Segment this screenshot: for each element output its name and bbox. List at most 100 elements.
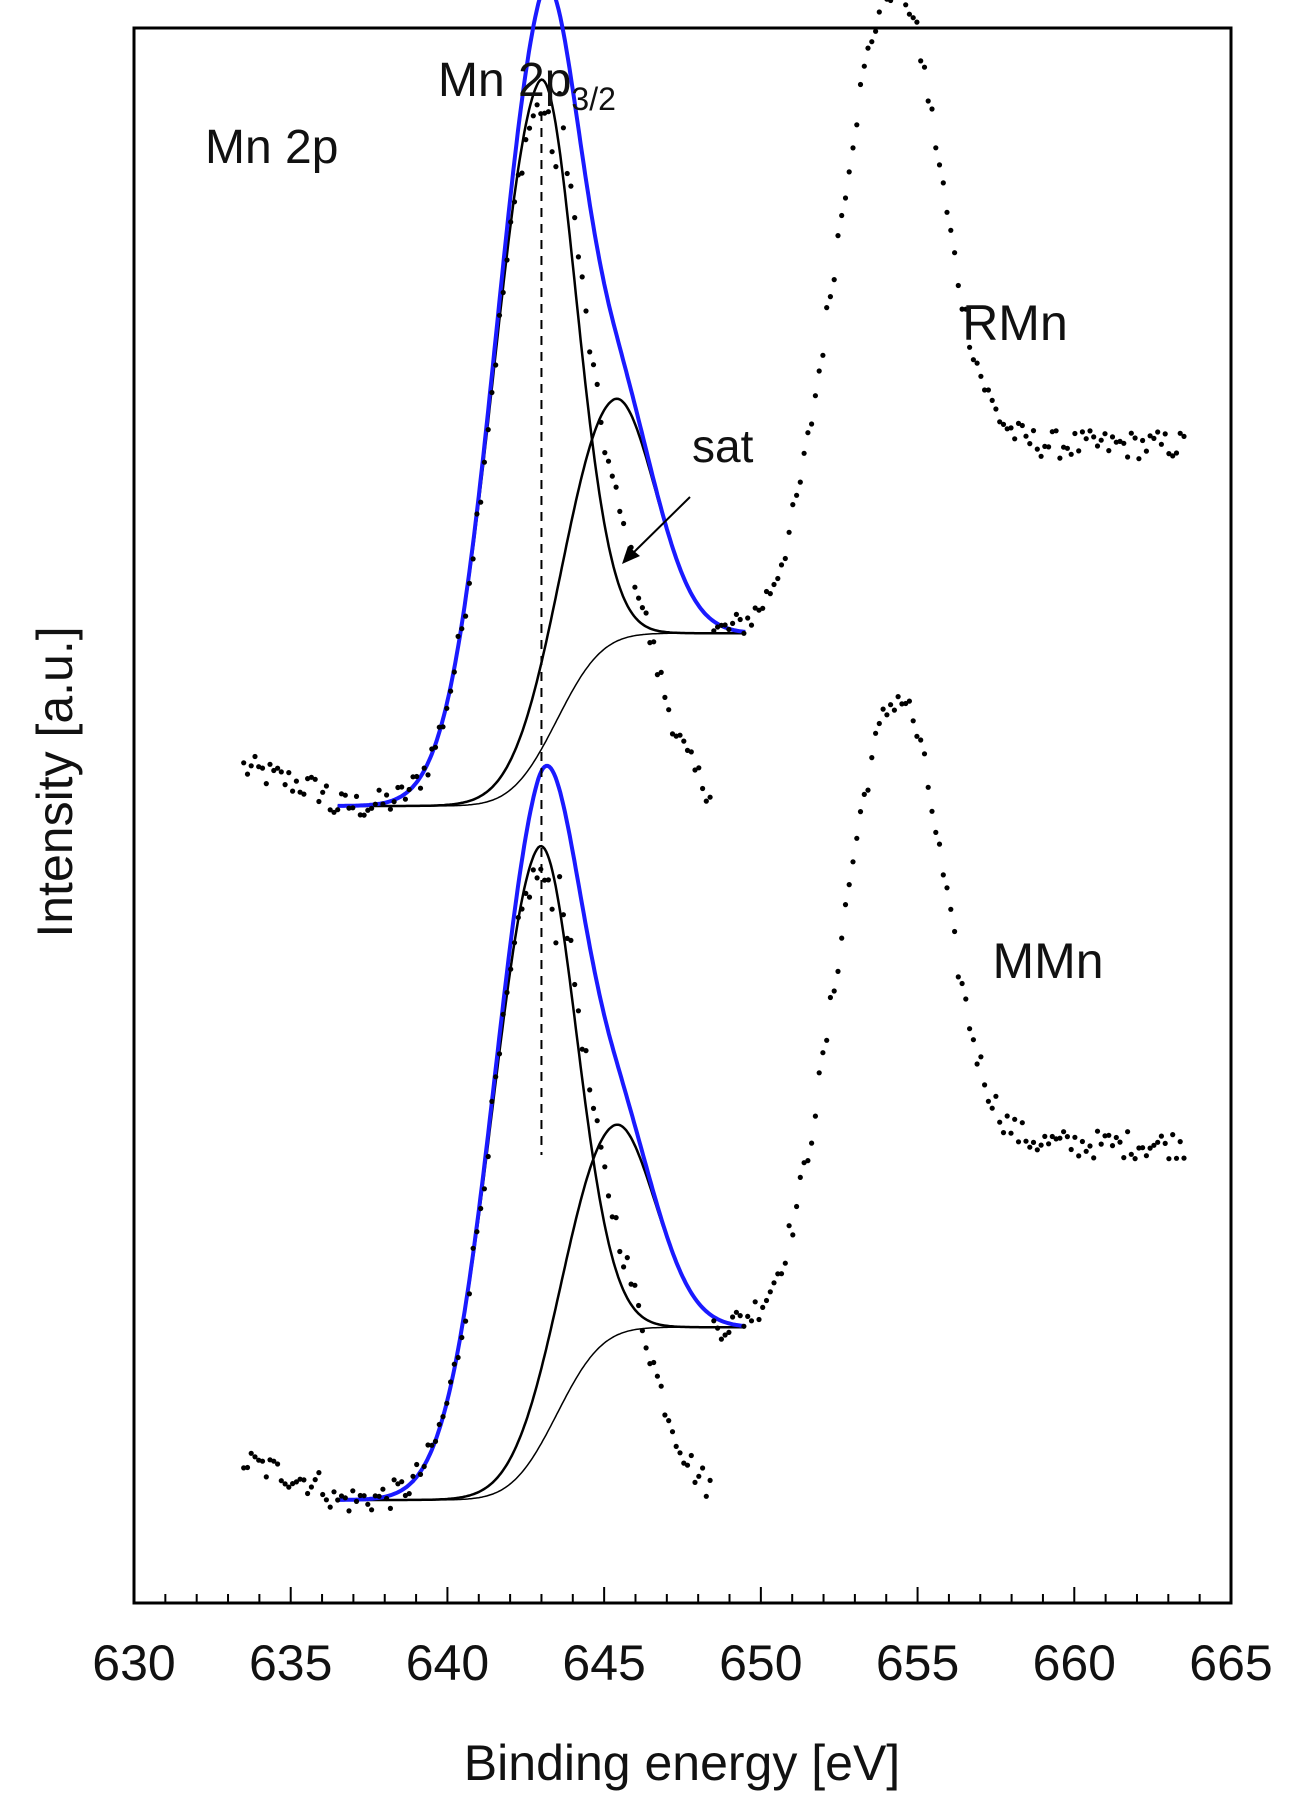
data-point [342,792,348,798]
data-point [925,98,931,104]
data-point [560,125,567,131]
data-point [651,639,657,645]
data-point [797,479,803,485]
data-point [906,698,913,704]
data-point [590,362,597,368]
data-point [1068,1146,1074,1153]
data-point [564,170,570,177]
data-point [778,1271,785,1277]
data-point [771,1280,777,1286]
data-point [741,630,747,636]
data-point [410,1473,416,1479]
data-point [557,91,563,97]
data-point [372,801,378,807]
data-point [384,792,390,798]
data-point [891,707,898,713]
data-point [1034,446,1040,452]
data-point [643,1345,649,1351]
data-point [621,520,627,527]
data-point [827,994,834,1001]
data-point [959,980,965,987]
data-point [286,770,292,776]
data-point [353,1498,360,1504]
data-point [530,113,536,119]
data-point [312,1477,318,1483]
x-axis-label: Binding energy [eV] [464,1735,900,1791]
data-point [605,1193,612,1199]
data-point [414,773,420,780]
data-point [376,787,382,793]
data-point [1158,441,1164,447]
panel-label: Mn 2p [205,121,338,174]
x-tick-label: 630 [92,1635,175,1691]
x-tick-label: 640 [406,1635,489,1691]
data-point [587,1087,593,1093]
data-point [1158,1133,1164,1139]
data-point [974,360,980,366]
data-point [598,1144,604,1150]
data-point [639,1328,646,1334]
data-point [1098,1141,1104,1147]
x-tick-label: 645 [562,1635,645,1691]
data-point [1109,434,1116,440]
data-point [545,109,552,115]
data-point [865,787,871,793]
data-point [801,1160,807,1166]
satellite-pointer-line [629,496,691,557]
data-point [282,1481,288,1487]
data-point [1140,437,1146,444]
data-point [948,906,954,912]
data-point [760,605,766,611]
data-point [752,1299,758,1305]
data-point [861,791,867,798]
data-point [463,613,469,619]
data-point [933,829,939,836]
data-point [478,1205,484,1212]
data-point [365,1501,371,1507]
data-point [888,702,894,708]
data-point [1113,1134,1119,1141]
data-point [1042,1133,1048,1139]
data-point [275,765,281,771]
data-point [899,701,905,707]
data-point [331,1489,337,1495]
data-point [1046,1141,1052,1147]
data-point [681,738,687,744]
data-point [308,1484,314,1490]
data-point [350,805,356,811]
data-point [700,785,706,792]
data-point [613,484,619,490]
data-point [1117,1139,1123,1145]
data-point [974,1061,980,1067]
data-point [387,806,393,812]
data-point [997,1119,1003,1125]
data-point [624,1255,630,1261]
data-point [1027,441,1033,447]
data-point [715,1325,721,1331]
data-point [278,769,284,775]
data-point [1094,443,1101,449]
data-point [1087,1143,1093,1149]
data-point [1121,440,1127,446]
data-point [485,1153,491,1160]
satellite-label: sat [692,420,754,472]
data-point [357,1492,363,1499]
data-point [515,914,521,921]
data-point [617,1248,623,1255]
data-point [1023,1138,1029,1144]
data-point [252,753,258,760]
data-point [763,588,770,595]
data-point [361,1493,367,1499]
data-point [936,162,943,168]
data-point [763,1297,770,1304]
data-point [880,706,886,712]
data-point [425,1442,431,1448]
data-point [963,996,969,1002]
data-point [1008,425,1014,431]
data-point [572,215,578,221]
data-point [391,799,397,805]
data-point [244,1464,251,1471]
data-point [1008,1130,1014,1136]
data-point [590,1105,597,1111]
data-point [241,1465,247,1471]
